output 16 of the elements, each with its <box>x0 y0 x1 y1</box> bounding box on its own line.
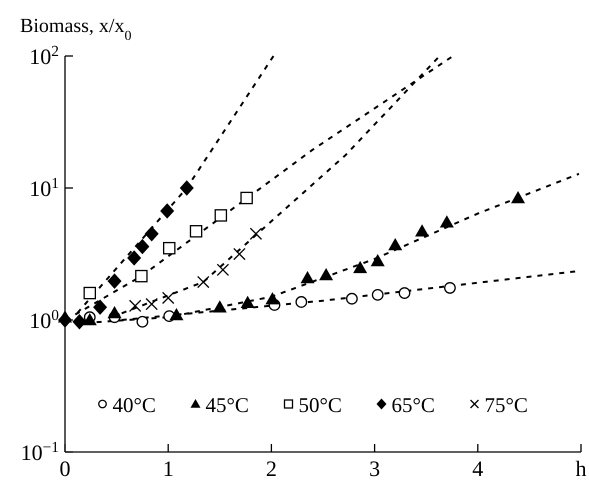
x-tick-label: 4 <box>472 456 484 481</box>
legend-label: 75°C <box>484 393 528 417</box>
y-tick-label: 10$^{−1}$ <box>20 438 59 465</box>
legend-label: 45°C <box>206 393 249 417</box>
x-tick-label: 3 <box>369 456 380 481</box>
x-tick-label: 0 <box>60 456 70 481</box>
y-tick-label: 10$^{0}$ <box>29 306 60 333</box>
y-axis-title: Biomass, x/x$_{0}$ <box>20 15 132 44</box>
x-axis-title: h <box>576 456 586 481</box>
legend-label: 65°C <box>392 393 435 417</box>
x-tick-label: 2 <box>266 456 277 481</box>
legend-label: 50°C <box>298 393 342 417</box>
y-tick-label: 10$^{2}$ <box>29 42 59 69</box>
legend-label: 40°C <box>112 393 156 417</box>
y-tick-label: 10$^{1}$ <box>29 174 59 201</box>
x-tick-label: 1 <box>162 456 174 481</box>
